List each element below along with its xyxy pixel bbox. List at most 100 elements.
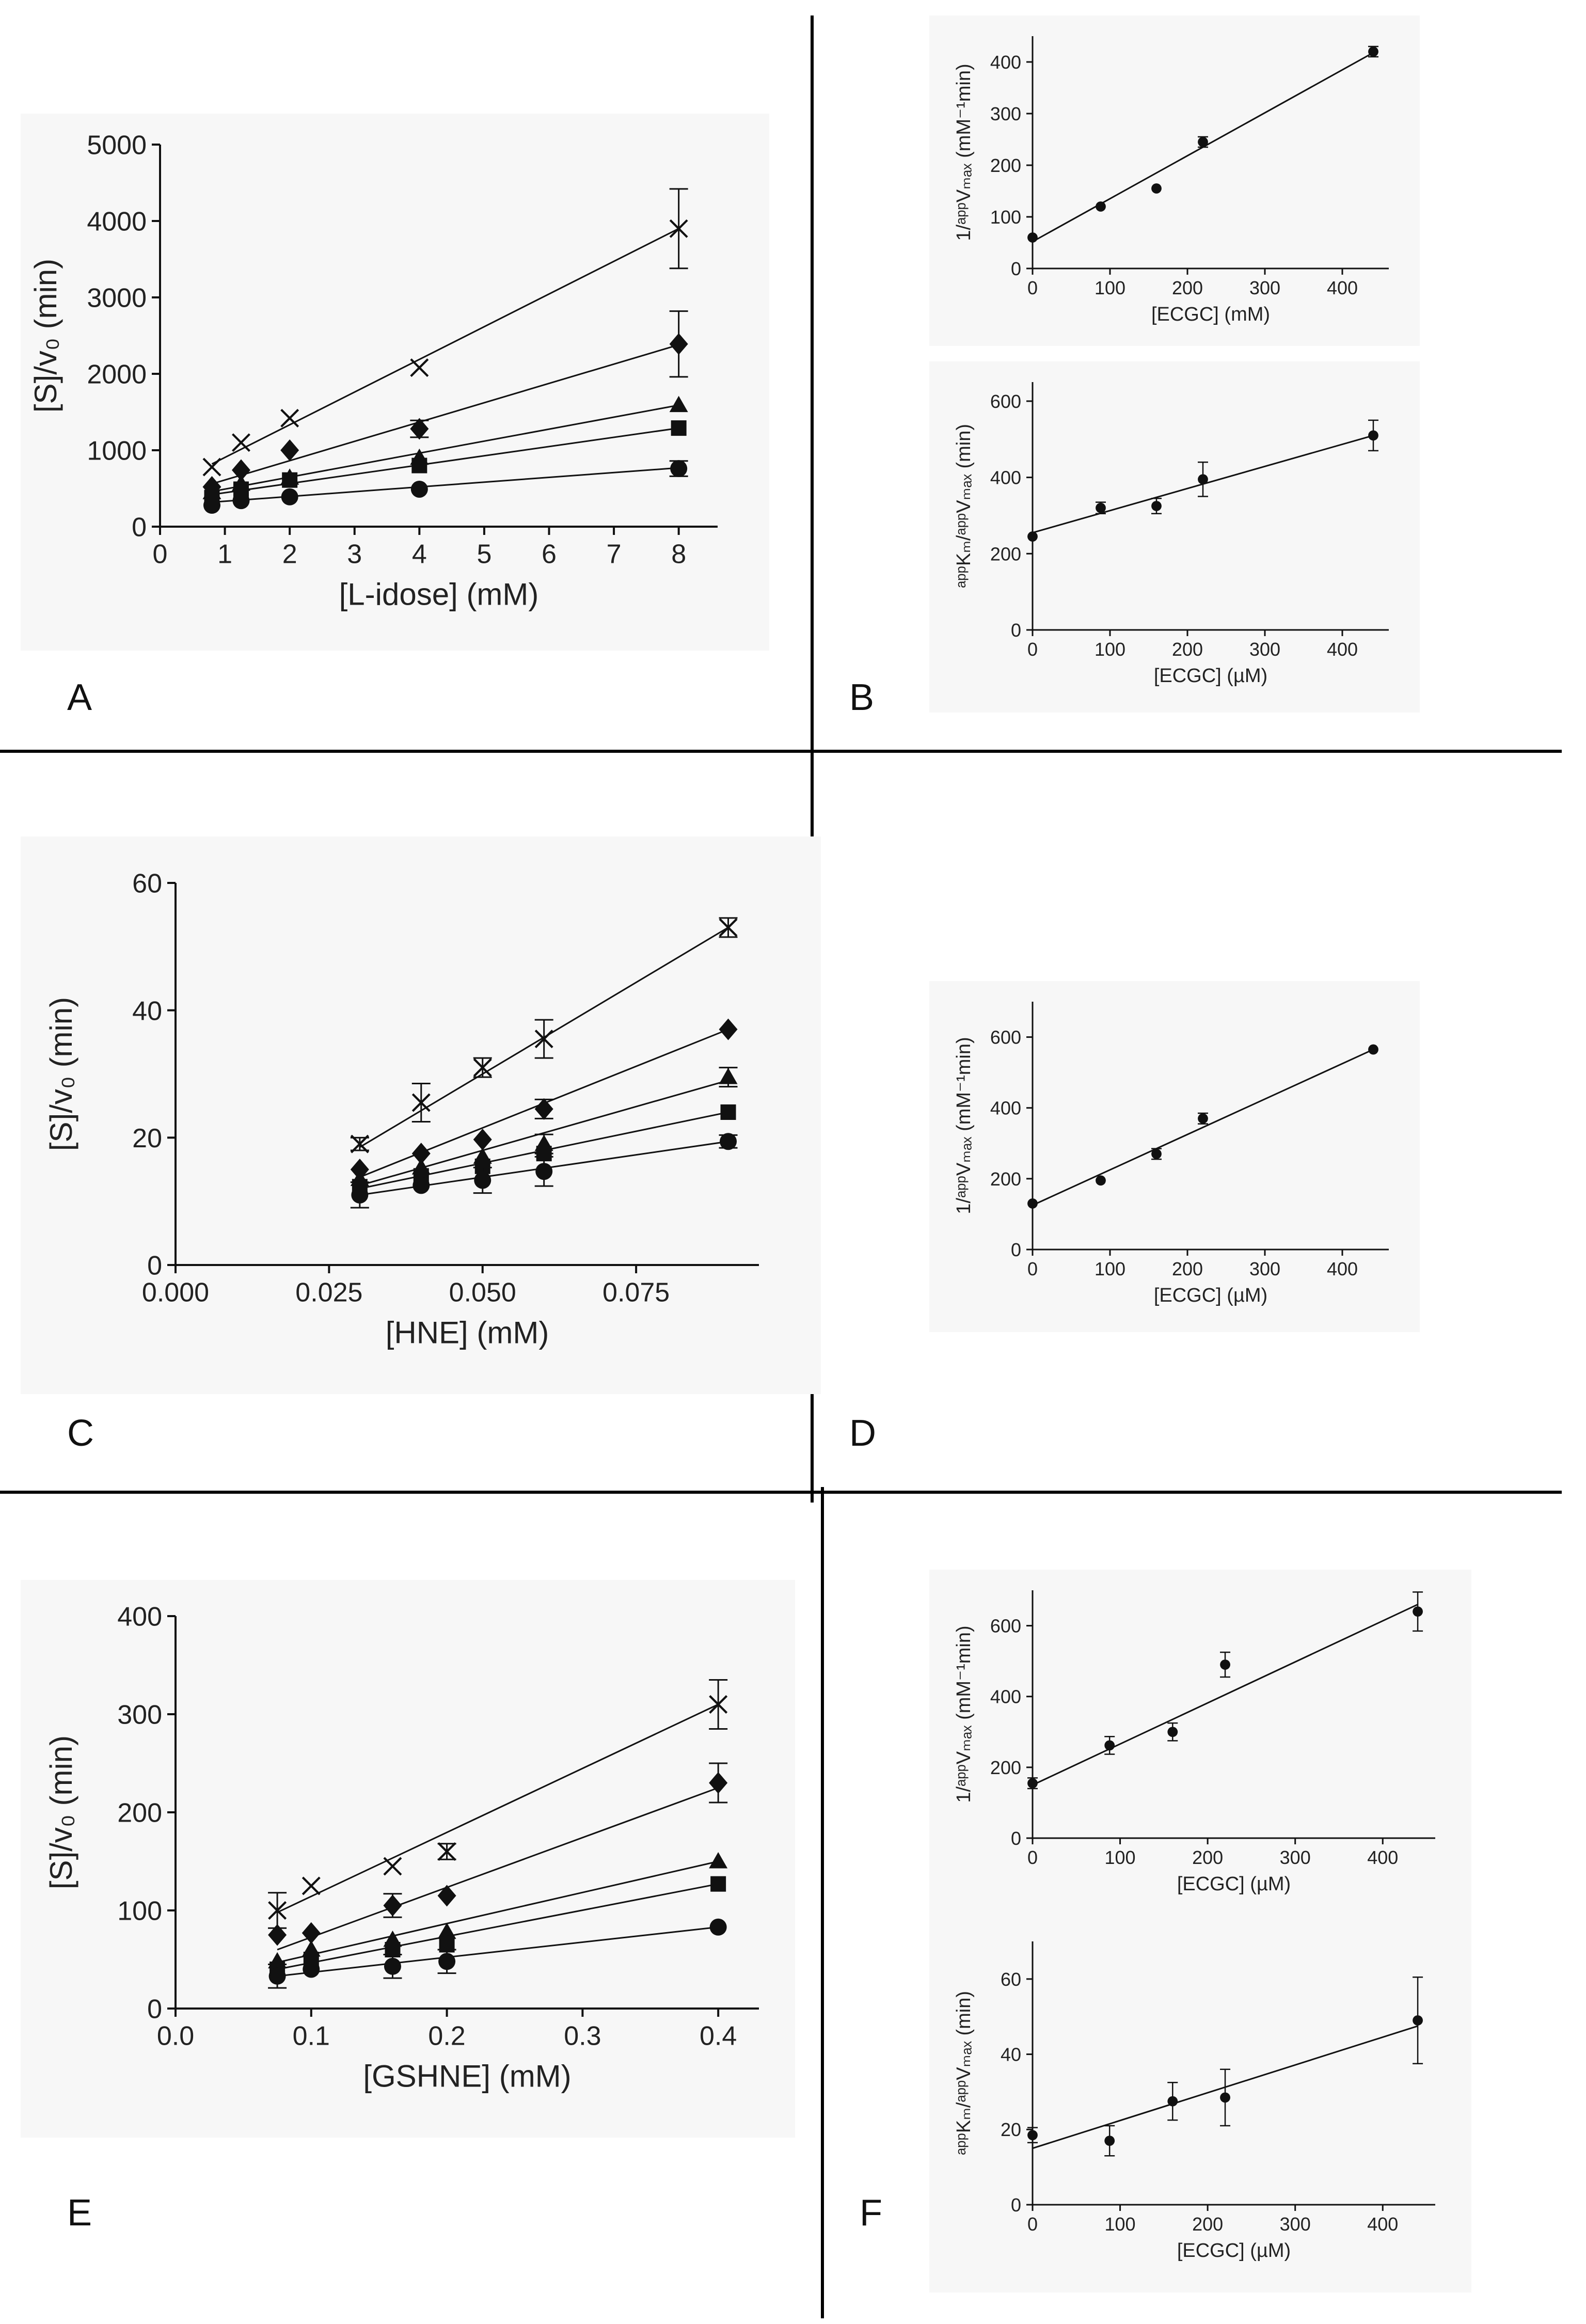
x-axis-label: [ECGC] (µM) [1177, 2240, 1291, 2262]
y-tick-label: 1000 [87, 436, 147, 466]
panel-letter-f: F [860, 2192, 882, 2234]
x-tick-label: 0.4 [700, 2021, 737, 2051]
x-tick-label: 0.0 [157, 2021, 194, 2051]
data-point-cross [202, 457, 221, 477]
x-axis-label: [HNE] (mM) [386, 1316, 549, 1350]
data-point-circle [670, 460, 688, 478]
data-point-diamond [383, 1894, 402, 1917]
fit-line [277, 1926, 719, 1977]
data-point-circle [351, 1186, 369, 1204]
data-point-circle [1368, 430, 1378, 441]
series-cross [350, 917, 738, 1153]
plot-background [929, 1921, 1471, 2293]
data-point-cross [719, 918, 738, 937]
data-point-cross [280, 408, 299, 428]
data-point-cross [669, 219, 688, 238]
data-point-cross [383, 1857, 402, 1876]
y-tick-label: 100 [990, 207, 1021, 228]
y-tick-label: 600 [990, 1027, 1021, 1048]
data-point-diamond [669, 333, 688, 355]
x-tick-label: 100 [1105, 2214, 1136, 2235]
y-axis-label: 1/ᵃᵖᵖVₘₐₓ (mM⁻¹min) [953, 64, 975, 241]
plot-background [929, 981, 1420, 1332]
fit-line [277, 1860, 719, 1964]
data-point-cross [437, 1842, 456, 1861]
data-point-circle [1151, 501, 1162, 511]
y-tick-label: 400 [990, 467, 1021, 488]
data-point-circle [1220, 2092, 1230, 2103]
y-tick-label: 300 [117, 1700, 162, 1730]
x-tick-label: 300 [1280, 2214, 1311, 2235]
x-tick-label: 400 [1327, 639, 1358, 660]
x-tick-label: 2 [282, 540, 297, 570]
x-tick-label: 6 [542, 540, 557, 570]
y-tick-label: 20 [1001, 2119, 1021, 2140]
data-point-circle [1413, 2015, 1423, 2026]
x-tick-label: 200 [1172, 639, 1203, 660]
data-point-circle [535, 1163, 553, 1180]
x-tick-label: 400 [1327, 1258, 1358, 1279]
series-cross [202, 188, 688, 477]
data-point-circle [1027, 1198, 1038, 1209]
data-point-circle [1167, 2096, 1178, 2107]
x-tick-label: 100 [1095, 639, 1125, 660]
chart-c: 0.000 0.025 0.050 0.075 0 20 40 60 [HNE] (mM) [S]… [21, 836, 821, 1394]
data-point-circle [720, 1133, 737, 1150]
panel-letter-a: A [67, 677, 92, 718]
y-axis-label: [S]/v₀ (min) [28, 259, 63, 413]
horizontal-divider-2 [0, 1491, 1562, 1494]
data-point-triangle [669, 396, 688, 413]
vertical-divider-bottom [821, 1487, 824, 2318]
data-point-square [411, 457, 427, 473]
y-tick-label: 0 [1011, 1239, 1021, 1260]
x-tick-label: 300 [1280, 1847, 1311, 1868]
x-tick-label: 400 [1367, 1847, 1398, 1868]
fit-line [277, 1703, 719, 1914]
data-point-circle [384, 1957, 401, 1975]
plot-background [929, 1570, 1471, 1926]
y-tick-label: 600 [990, 1616, 1021, 1637]
vertical-divider-top [811, 15, 814, 1503]
horizontal-divider-1 [0, 750, 1562, 753]
data-point-circle [1151, 1148, 1162, 1159]
y-tick-label: 40 [132, 996, 162, 1026]
data-point-diamond [437, 1885, 456, 1907]
data-point-diamond [302, 1922, 321, 1944]
x-tick-label: 200 [1192, 2214, 1223, 2235]
x-tick-label: 0.050 [449, 1278, 516, 1308]
x-tick-label: 100 [1095, 277, 1125, 298]
series-square [204, 420, 687, 505]
y-tick-label: 600 [990, 391, 1021, 412]
y-tick-label: 20 [132, 1124, 162, 1153]
fit-line [277, 1787, 719, 1951]
data-point-circle [1220, 1659, 1230, 1670]
series-circle [1027, 419, 1378, 542]
x-tick-label: 0 [153, 540, 168, 570]
x-axis-label: [ECGC] (µM) [1154, 1285, 1267, 1306]
x-tick-label: 200 [1172, 277, 1203, 298]
x-tick-label: 200 [1172, 1258, 1203, 1279]
data-point-square [282, 472, 298, 488]
data-point-circle [1096, 201, 1106, 212]
data-point-diamond [280, 439, 299, 461]
data-point-diamond [709, 1772, 728, 1794]
fit-line [1032, 1604, 1418, 1786]
y-tick-label: 400 [117, 1602, 162, 1632]
data-point-circle [1027, 531, 1038, 542]
x-tick-label: 0 [1027, 1847, 1038, 1868]
data-point-circle [1104, 1740, 1115, 1751]
x-axis-label: [ECGC] (µM) [1154, 665, 1267, 687]
data-point-diamond [534, 1098, 553, 1120]
x-tick-label: 0.2 [428, 2021, 465, 2051]
y-axis-label: [S]/v₀ (min) [44, 997, 78, 1151]
chart-f-vmax: 0 100 200 300 400 0 200 400 600 [ECGC] (µM) 1/ᵃᵖᵖV… [929, 1570, 1471, 1926]
y-tick-label: 200 [990, 1757, 1021, 1778]
data-point-triangle [719, 1068, 738, 1084]
x-axis-label: [ECGC] (mM) [1151, 304, 1270, 325]
data-point-circle [1104, 2136, 1115, 2146]
y-tick-label: 200 [990, 155, 1021, 176]
x-tick-label: 400 [1367, 2214, 1398, 2235]
data-point-cross [410, 358, 429, 377]
series-circle [268, 1918, 727, 1989]
